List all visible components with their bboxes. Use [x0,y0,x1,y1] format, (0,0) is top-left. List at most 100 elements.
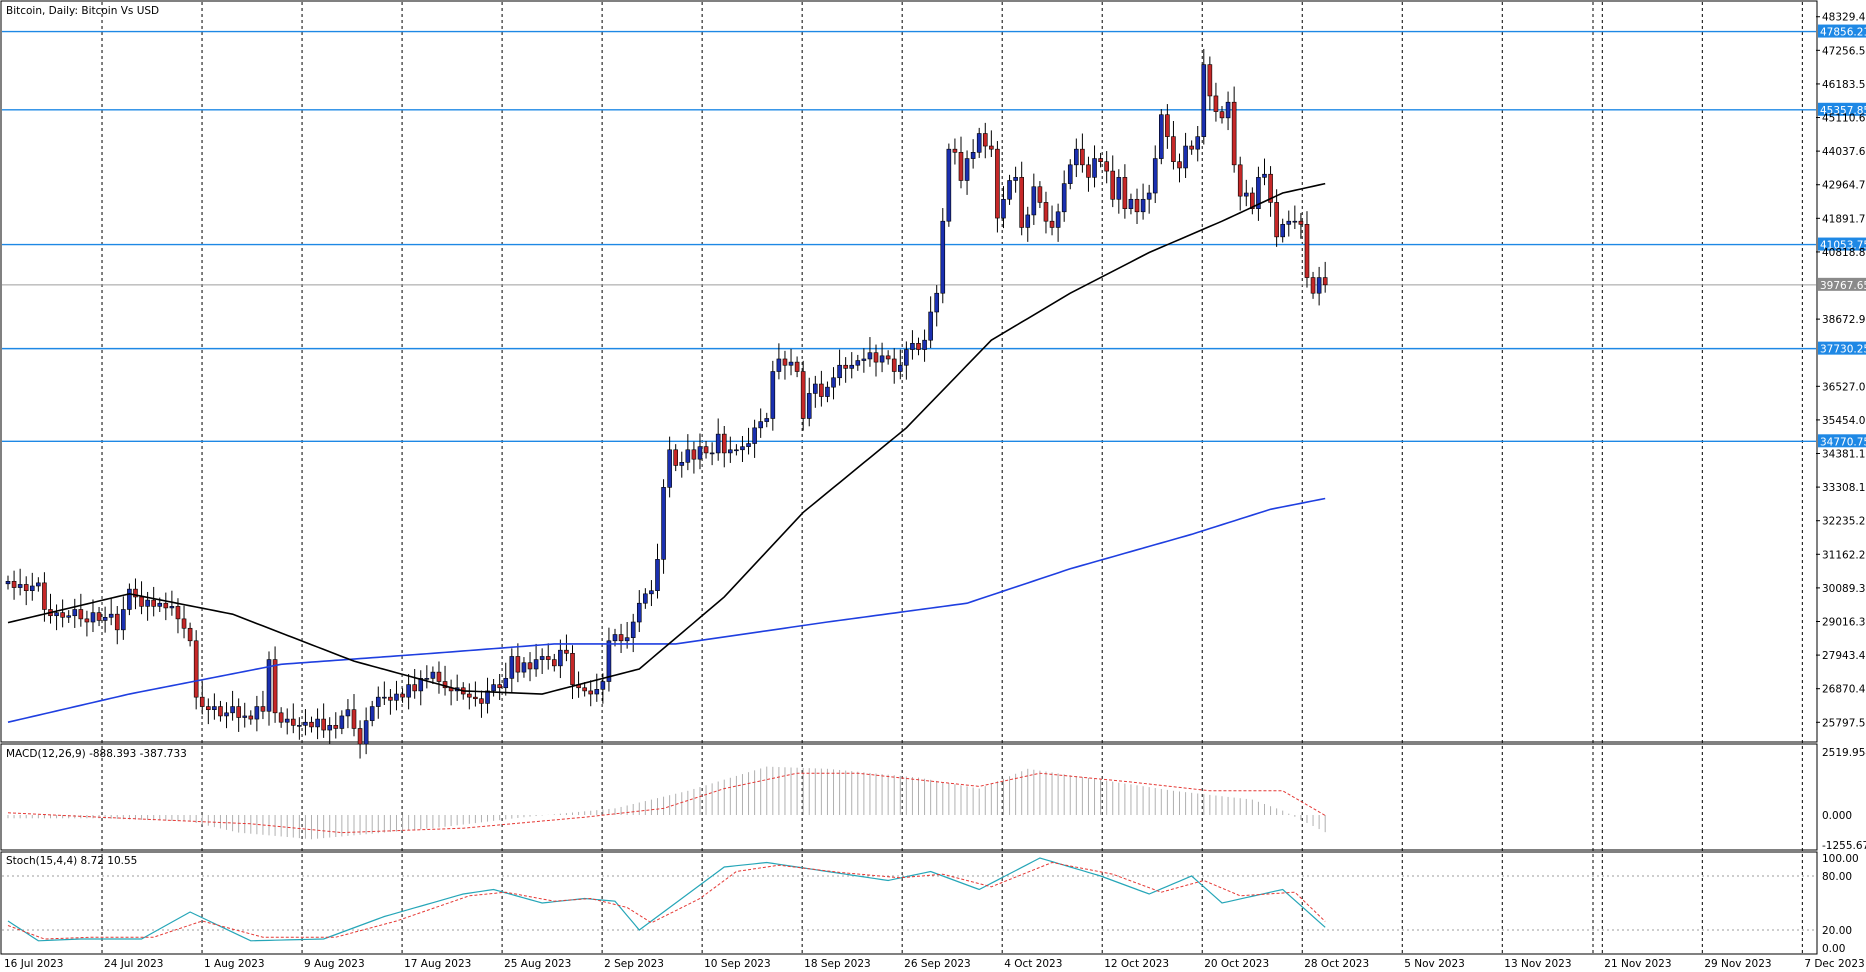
candle-body [388,696,393,701]
candle-body [1122,177,1128,209]
candle-body [1074,148,1079,166]
date-tick-label: 20 Oct 2023 [1204,958,1269,970]
candle-body [849,364,855,369]
candle-body [121,609,126,631]
date-tick-label: 5 Nov 2023 [1404,958,1465,970]
candle-body [412,684,417,692]
candle-body [309,721,314,728]
candle-body [1195,136,1201,150]
candle-body [806,393,812,419]
level-price-tag [1818,434,1866,448]
price-tick-label: 29016.37 [1822,616,1866,628]
candle-body [794,361,800,372]
macd-label: MACD(12,26,9) -888.393 -387.733 [6,748,187,760]
candle-body [770,371,776,419]
candle-body [1061,183,1067,213]
candle-body [424,678,430,680]
macd-signal-line [7,772,1326,834]
vertical-grid [101,2,1803,953]
candle-body [746,443,751,447]
candle-body [758,421,763,429]
candle-body [1171,136,1176,162]
candle-body [588,690,594,695]
price-tick-label: 47256.52 [1822,45,1866,57]
candle-body [436,671,442,682]
price-tick-label: 44037.67 [1822,146,1866,158]
stoch-tick-label: 20.00 [1822,925,1852,937]
current-price-label: 39767.65 [1820,280,1866,292]
candle-body [728,449,733,454]
stoch-tick-label: 0.00 [1822,943,1845,955]
candle-body [1310,277,1316,294]
candle-body [1292,220,1298,223]
candle-body [721,433,727,454]
candle-body [1098,158,1103,162]
candle-body [612,634,618,642]
candle-body [1013,177,1018,181]
candle-body [1092,158,1097,178]
candle-body [1116,177,1122,200]
candle-body [242,715,248,718]
candle-body [928,311,933,341]
candle-body [885,355,891,360]
candle-body [703,446,709,454]
price-tick-label: 30089.32 [1822,583,1866,595]
macd-indicator: 2519.954 0.000 -1255.679 [7,747,1866,852]
candle-body [1104,161,1109,172]
candle-body [1298,220,1304,225]
current-price-tag [1818,277,1866,291]
candle-body [108,613,114,618]
candle-body [260,706,266,712]
level-price-tag [1818,24,1866,38]
candle-body [564,649,569,654]
candle-body [897,364,903,372]
candle-body [212,706,217,710]
date-tick-label: 13 Nov 2023 [1504,958,1571,970]
candle-body [825,386,830,397]
candle-body [976,133,982,153]
candle-body [224,712,229,717]
main-panel-frame [0,0,1818,743]
candle-body [297,725,302,727]
horizontal-levels: 47856.21 45357.85 41053.75 37730.25 34770.75… [2,24,1866,448]
date-tick-label: 29 Nov 2023 [1704,958,1771,970]
candle-body [1268,173,1273,203]
candle-body [867,352,873,360]
candle-body [72,609,78,617]
candle-body [1001,198,1006,219]
stoch-tick-label: 100.00 [1822,853,1859,865]
candle-body [29,585,35,591]
candle-body [624,637,630,642]
chart-title: Bitcoin, Daily: Bitcoin Vs USD [6,5,159,17]
level-price-tag [1818,341,1866,355]
candle-body [1049,220,1055,228]
candle-body [551,659,557,667]
date-tick-label: 26 Sep 2023 [904,958,971,970]
candle-body [236,706,241,718]
candle-body [946,148,952,222]
candle-body [54,612,59,617]
candle-body [315,718,320,728]
candle-body [843,364,848,369]
candle-body [248,715,254,720]
candle-body [558,649,563,667]
candle-body [139,596,144,607]
candle-body [910,343,915,350]
candle-body [873,352,879,363]
date-tick-label: 7 Dec 2023 [1804,958,1864,970]
candle-body [84,618,90,623]
date-tick-label: 24 Jul 2023 [104,958,163,970]
candle-body [133,588,138,598]
candle-body [467,693,472,698]
candle-body [151,599,156,607]
date-tick-label: 16 Jul 2023 [4,958,63,970]
candle-body [800,371,806,419]
candle-body [1159,114,1164,159]
candle-body [788,361,794,366]
candle-body [127,588,132,610]
candle-body [1140,198,1146,213]
candle-body [278,712,284,723]
candle-body [11,581,17,588]
